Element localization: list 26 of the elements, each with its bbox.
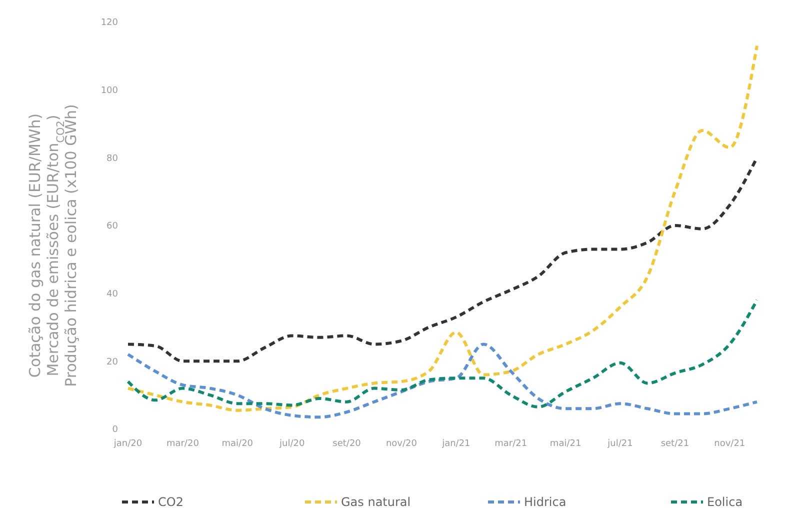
line-series [126, 44, 758, 412]
y-tick-label: 0 [112, 425, 118, 436]
x-tick-label: jan/20 [112, 439, 142, 449]
x-tick-label: mar/20 [166, 439, 200, 449]
y-tick-label: 40 [106, 289, 118, 300]
x-tick-label: mai/20 [222, 439, 254, 449]
legend-label: Hidrica [524, 495, 566, 510]
line-series [126, 342, 758, 419]
x-tick-label: set/21 [660, 439, 690, 449]
x-tick-label: mai/21 [550, 439, 582, 449]
line-series [126, 298, 758, 408]
x-tick-label: mar/21 [494, 439, 528, 449]
x-tick-label: jul/21 [606, 439, 633, 449]
x-tick-label: jan/21 [441, 439, 470, 449]
x-tick-label: set/20 [332, 439, 362, 449]
x-tick-label: jul/20 [278, 439, 305, 449]
legend-label: Gas natural [341, 495, 411, 510]
y-tick-label: 20 [106, 357, 118, 368]
x-tick-label: nov/21 [714, 439, 746, 449]
y-tick-label: 80 [106, 154, 118, 164]
y-tick-label: 100 [100, 86, 118, 96]
x-tick-label: nov/20 [386, 439, 418, 449]
y-tick-label: 60 [106, 222, 118, 232]
legend-label: Eolica [707, 495, 743, 510]
y-tick-label: 120 [100, 18, 118, 28]
legend-label: CO2 [158, 495, 184, 510]
